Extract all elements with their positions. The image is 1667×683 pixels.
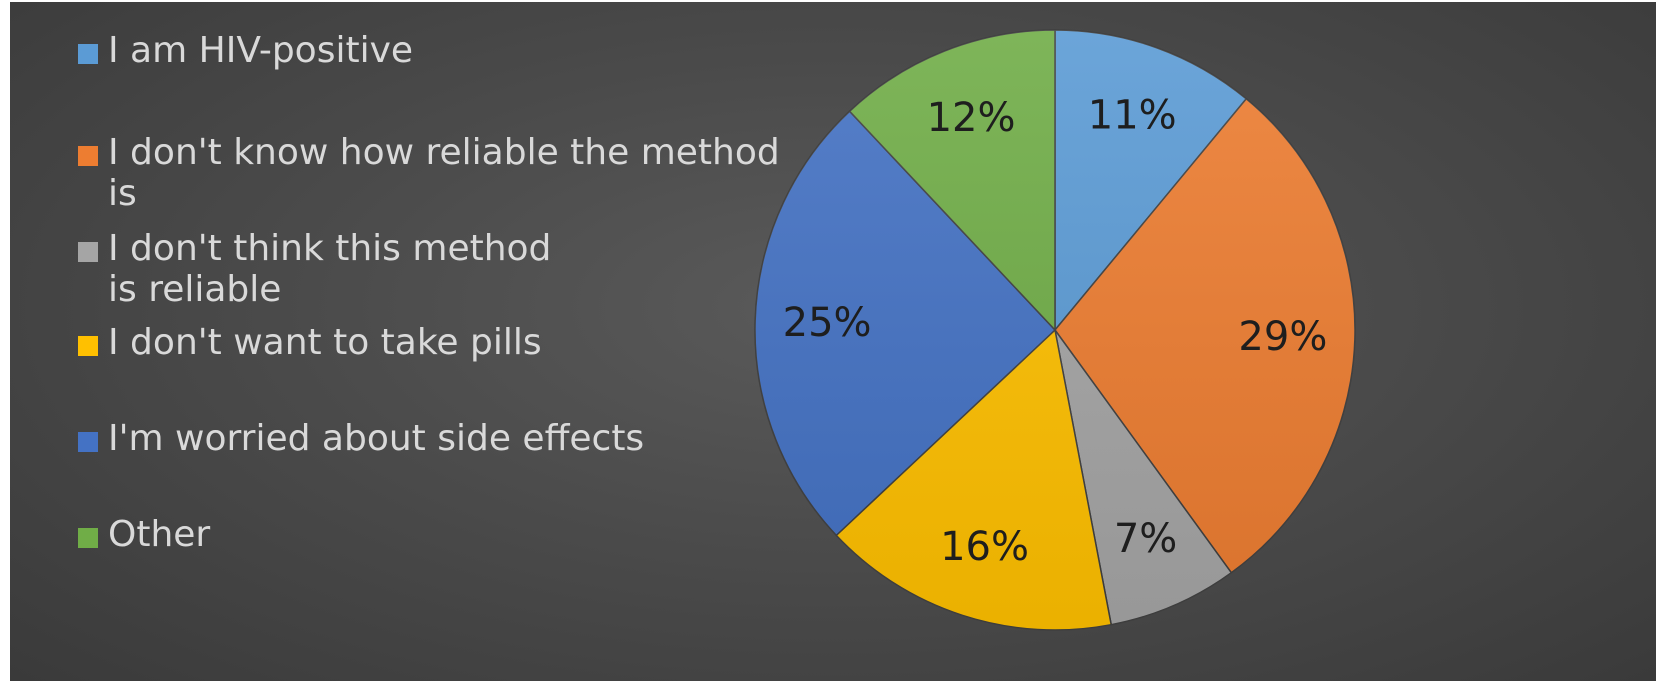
- legend-swatch: [78, 242, 98, 262]
- pie-data-label: 25%: [783, 300, 872, 346]
- legend-swatch: [78, 146, 98, 166]
- legend-swatch: [78, 336, 98, 356]
- legend-label: Other: [108, 514, 211, 555]
- legend-label: I don't know how reliable the method is: [108, 132, 780, 215]
- legend-label: I'm worried about side effects: [108, 418, 645, 459]
- legend-label: I am HIV-positive: [108, 30, 414, 71]
- legend-swatch: [78, 432, 98, 452]
- pie-data-label: 12%: [927, 95, 1016, 141]
- legend-label: I don't think this method is reliable: [108, 228, 552, 311]
- legend-item-no-pills: I don't want to take pills: [78, 322, 542, 363]
- pie-data-label: 11%: [1088, 92, 1177, 138]
- pie-data-labels: 11% 29% 7% 16% 25% 12%: [783, 92, 1328, 569]
- legend-item-unknown-reliability: I don't know how reliable the method is: [78, 132, 798, 215]
- legend: I am HIV-positive I don't know how relia…: [78, 30, 798, 590]
- legend-item-not-reliable: I don't think this method is reliable: [78, 228, 551, 311]
- chart-area: 11% 29% 7% 16% 25% 12% I am HIV-positive I do…: [10, 2, 1656, 681]
- legend-item-side-effects: I'm worried about side effects: [78, 418, 644, 459]
- legend-swatch: [78, 44, 98, 64]
- legend-item-other: Other: [78, 514, 210, 555]
- pie-data-label: 16%: [940, 524, 1029, 570]
- pie-data-label: 7%: [1114, 516, 1177, 562]
- legend-label: I don't want to take pills: [108, 322, 542, 363]
- pie-data-label: 29%: [1238, 314, 1327, 360]
- legend-swatch: [78, 528, 98, 548]
- legend-item-hiv-positive: I am HIV-positive: [78, 30, 413, 71]
